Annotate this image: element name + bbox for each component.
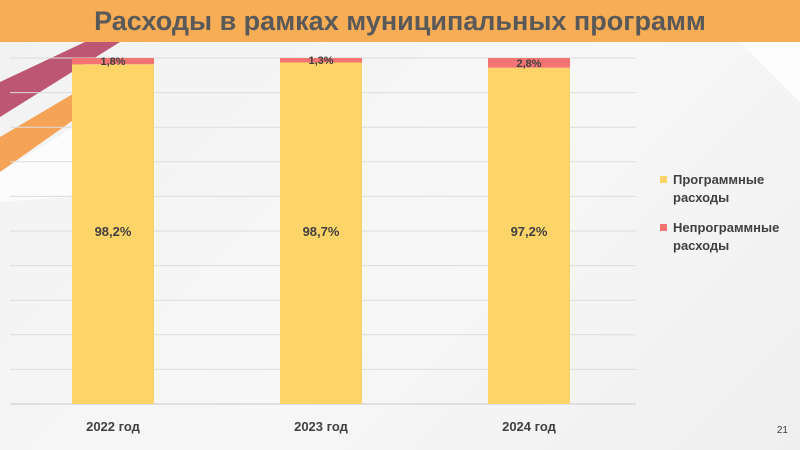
data-label-program: 97,2% xyxy=(511,224,548,239)
bar-nonprogram-1 xyxy=(72,58,154,65)
data-label-program: 98,2% xyxy=(95,224,132,239)
data-label-nonprogram: 1,3% xyxy=(308,55,333,67)
legend-swatch-program xyxy=(660,176,667,183)
bar-program-1 xyxy=(72,64,154,404)
legend-label-nonprogram: Непрограммные расходы xyxy=(673,220,780,253)
bar-nonprogram-3 xyxy=(488,58,570,68)
bar-program-2 xyxy=(280,62,362,405)
legend-item-program: Программные расходы xyxy=(660,171,795,207)
decorative-shape-right xyxy=(740,42,800,102)
x-tick-label: 2022 год xyxy=(86,419,141,434)
legend-item-nonprogram: Непрограммные расходы xyxy=(660,219,795,255)
title-bar: Расходы в рамках муниципальных программ xyxy=(0,0,800,42)
bar-program-3 xyxy=(488,67,570,405)
x-tick-label: 2023 год xyxy=(294,419,349,434)
data-label-program: 98,7% xyxy=(303,224,340,239)
legend-swatch-nonprogram xyxy=(660,224,667,231)
data-label-nonprogram: 1,8% xyxy=(100,56,125,68)
page-number: 21 xyxy=(776,425,788,436)
x-tick-label: 2024 год xyxy=(502,419,557,434)
slide-title: Расходы в рамках муниципальных программ xyxy=(94,5,706,36)
chart-legend: Программные расходы Непрограммные расход… xyxy=(660,171,795,267)
legend-label-program: Программные расходы xyxy=(673,172,765,205)
data-label-nonprogram: 2,8% xyxy=(516,58,541,70)
bar-nonprogram-2 xyxy=(280,58,362,63)
